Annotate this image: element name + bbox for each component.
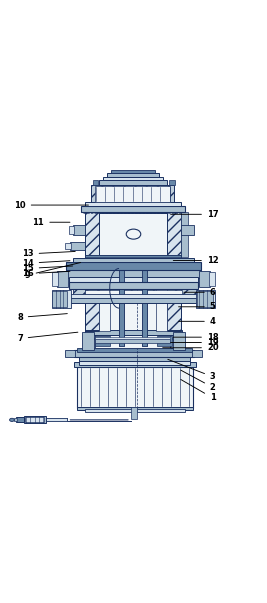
- Polygon shape: [66, 267, 85, 276]
- Bar: [79, 361, 190, 365]
- Text: 4: 4: [179, 317, 216, 326]
- Text: 6: 6: [184, 288, 216, 297]
- Bar: [85, 290, 182, 300]
- Bar: [79, 357, 190, 361]
- Bar: [14, 418, 17, 421]
- Text: 19: 19: [171, 338, 219, 347]
- Bar: [24, 417, 45, 423]
- Text: 15: 15: [22, 264, 73, 273]
- Bar: [167, 266, 181, 330]
- Bar: [99, 180, 167, 185]
- Bar: [65, 350, 75, 357]
- Bar: [69, 226, 74, 235]
- Text: 7: 7: [17, 332, 78, 343]
- Bar: [70, 242, 85, 250]
- Bar: [73, 289, 197, 302]
- Text: 3: 3: [168, 359, 216, 381]
- Bar: [16, 417, 24, 422]
- Text: 17: 17: [171, 210, 219, 219]
- Bar: [119, 255, 124, 346]
- Ellipse shape: [126, 229, 141, 239]
- Text: 12: 12: [173, 256, 219, 265]
- Bar: [65, 244, 70, 249]
- Text: 14: 14: [22, 259, 70, 268]
- Bar: [69, 282, 198, 289]
- Bar: [83, 335, 182, 348]
- Bar: [192, 350, 202, 357]
- Bar: [52, 289, 71, 308]
- Text: 16: 16: [22, 270, 70, 278]
- Bar: [93, 180, 98, 185]
- Text: 18: 18: [173, 333, 219, 342]
- Bar: [82, 332, 94, 350]
- Bar: [85, 266, 99, 330]
- Bar: [85, 212, 99, 257]
- Bar: [103, 177, 163, 180]
- Bar: [169, 180, 175, 185]
- Bar: [209, 273, 215, 286]
- Bar: [99, 266, 110, 330]
- Bar: [167, 212, 181, 257]
- Bar: [81, 206, 185, 212]
- Bar: [110, 266, 156, 330]
- Bar: [85, 330, 182, 335]
- Bar: [85, 254, 181, 258]
- Bar: [143, 255, 147, 346]
- Bar: [85, 212, 99, 257]
- Bar: [111, 170, 155, 173]
- Bar: [66, 298, 201, 303]
- Text: 5: 5: [179, 302, 216, 311]
- Bar: [173, 332, 185, 350]
- Text: 20: 20: [163, 343, 219, 352]
- Bar: [196, 289, 215, 308]
- Bar: [66, 294, 201, 298]
- Bar: [69, 277, 198, 283]
- Bar: [181, 212, 188, 257]
- Bar: [91, 185, 174, 203]
- Bar: [95, 337, 171, 339]
- Text: 2: 2: [181, 370, 216, 392]
- Polygon shape: [181, 267, 201, 276]
- Bar: [74, 350, 194, 357]
- Text: 11: 11: [33, 218, 70, 227]
- Text: 13: 13: [22, 250, 75, 259]
- Bar: [99, 213, 167, 255]
- Bar: [181, 225, 194, 235]
- Bar: [199, 271, 210, 287]
- Bar: [197, 291, 213, 306]
- Bar: [57, 271, 68, 287]
- Bar: [107, 173, 159, 177]
- Bar: [157, 336, 172, 346]
- Bar: [95, 336, 110, 346]
- Bar: [45, 418, 68, 421]
- Bar: [77, 407, 193, 411]
- Bar: [95, 186, 171, 201]
- Bar: [52, 273, 58, 286]
- Bar: [73, 257, 194, 262]
- Bar: [85, 203, 181, 206]
- Bar: [167, 212, 181, 257]
- Bar: [85, 409, 185, 412]
- Bar: [66, 262, 201, 270]
- Bar: [85, 255, 181, 257]
- Bar: [85, 266, 99, 330]
- Bar: [74, 362, 196, 367]
- Bar: [156, 266, 167, 330]
- Bar: [73, 225, 85, 235]
- Bar: [77, 367, 193, 408]
- Text: 10: 10: [14, 201, 88, 210]
- Bar: [95, 335, 171, 348]
- Bar: [66, 270, 201, 278]
- Bar: [95, 339, 171, 343]
- Text: 8: 8: [17, 313, 67, 322]
- Bar: [77, 348, 192, 352]
- Ellipse shape: [10, 418, 14, 421]
- Text: 1: 1: [181, 379, 216, 402]
- Bar: [131, 408, 138, 419]
- Bar: [25, 417, 44, 422]
- Bar: [52, 291, 68, 306]
- Text: 9: 9: [25, 262, 81, 280]
- Bar: [167, 266, 181, 330]
